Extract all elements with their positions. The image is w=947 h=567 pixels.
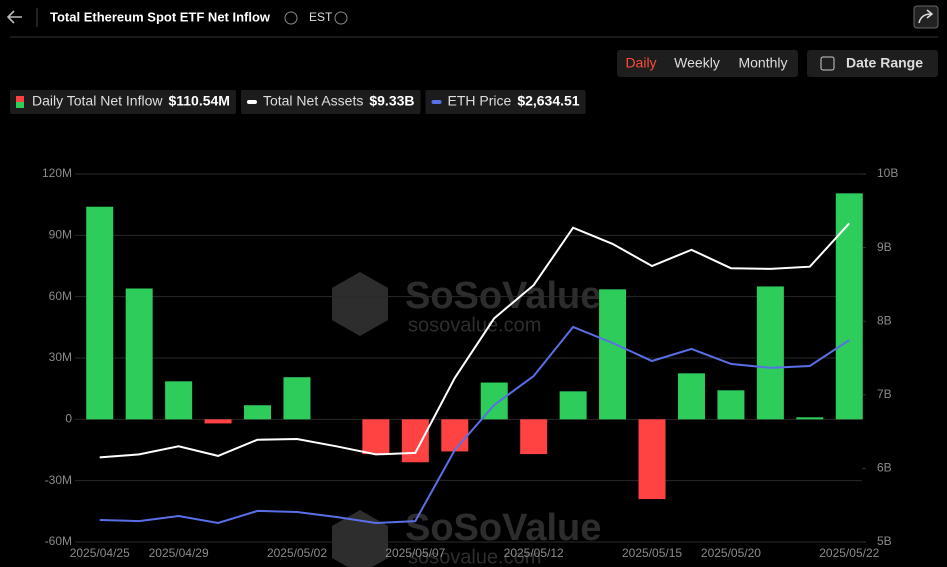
legend-swatch bbox=[16, 96, 24, 102]
x-tick-label: 2025/05/12 bbox=[504, 546, 564, 560]
y-tick-label: -60M bbox=[45, 534, 72, 548]
legend-name: Total Net Assets bbox=[263, 93, 363, 109]
y-tick-label: 30M bbox=[49, 350, 72, 364]
page-title: Total Ethereum Spot ETF Net Inflow bbox=[50, 9, 271, 24]
legend-chip bbox=[425, 90, 586, 114]
bar bbox=[283, 377, 311, 420]
bar bbox=[677, 373, 705, 420]
bar bbox=[204, 419, 232, 424]
date-range-label: Date Range bbox=[846, 55, 923, 71]
y-tick-label: 0 bbox=[65, 412, 72, 426]
legend-value: $110.54M bbox=[168, 93, 230, 109]
bar bbox=[717, 390, 745, 420]
x-tick-label: 2025/05/07 bbox=[385, 546, 445, 560]
bar bbox=[125, 288, 153, 420]
x-tick-label: 2025/05/02 bbox=[267, 546, 327, 560]
watermark-brand: SoSoValue bbox=[405, 507, 601, 549]
bar bbox=[480, 382, 508, 420]
tab-daily[interactable]: Daily bbox=[625, 55, 656, 71]
bar bbox=[441, 419, 469, 452]
legend-item: Daily Total Net Inflow $110.54M bbox=[10, 90, 236, 114]
y-tick-label: -30M bbox=[45, 473, 72, 487]
line bbox=[99, 325, 850, 525]
line bbox=[99, 222, 851, 459]
bar bbox=[244, 405, 272, 420]
watermark-url: sosovalue.com bbox=[408, 314, 541, 336]
tab-group bbox=[617, 50, 798, 77]
x-tick-label: 2025/04/29 bbox=[149, 546, 209, 560]
y2-tick-label: 9B bbox=[877, 240, 892, 254]
bar bbox=[835, 193, 863, 420]
bar bbox=[559, 391, 587, 420]
legend-name: ETH Price bbox=[448, 93, 512, 109]
legend-swatch bbox=[246, 100, 257, 104]
bar bbox=[165, 381, 193, 420]
tab-monthly[interactable]: Monthly bbox=[738, 55, 787, 71]
legend-item: Total Net Assets $9.33B bbox=[240, 90, 421, 114]
bar bbox=[401, 419, 429, 463]
bar bbox=[520, 419, 548, 455]
back-button[interactable] bbox=[6, 10, 22, 24]
legend-value: $9.33B bbox=[369, 93, 414, 109]
bar bbox=[362, 419, 390, 455]
y-tick-label: 60M bbox=[49, 289, 72, 303]
legend-item: ETH Price $2,634.51 bbox=[425, 90, 586, 114]
x-tick-label: 2025/05/22 bbox=[819, 546, 879, 560]
x-tick-label: 2025/04/25 bbox=[70, 546, 130, 560]
x-tick-label: 2025/05/15 bbox=[622, 546, 682, 560]
legend-chip bbox=[10, 90, 236, 114]
y2-tick-label: 10B bbox=[877, 166, 898, 180]
y-tick-label: 120M bbox=[42, 166, 72, 180]
legend-name: Daily Total Net Inflow bbox=[32, 93, 163, 109]
y2-tick-label: 8B bbox=[877, 313, 892, 327]
y2-tick-label: 6B bbox=[877, 461, 892, 475]
bar bbox=[796, 417, 824, 420]
watermark-url: sosovalue.com bbox=[408, 546, 541, 567]
axes: 120M90M60M30M0-30M-60M10B9B8B7B6B5B2025/… bbox=[42, 166, 898, 560]
legend-value: $2,634.51 bbox=[517, 93, 579, 109]
y2-tick-label: 7B bbox=[877, 387, 892, 401]
bar bbox=[599, 289, 627, 420]
bar bbox=[756, 286, 784, 420]
legend-chip bbox=[240, 90, 421, 114]
y-tick-label: 90M bbox=[49, 228, 72, 242]
share-icon bbox=[918, 9, 934, 24]
info-icon[interactable] bbox=[284, 11, 298, 25]
share-button[interactable] bbox=[913, 5, 939, 29]
timezone: EST bbox=[309, 10, 333, 24]
legend-swatch bbox=[431, 100, 442, 104]
bar bbox=[638, 419, 666, 500]
date-range-button[interactable] bbox=[807, 50, 938, 77]
watermark-logo bbox=[332, 510, 388, 567]
bar bbox=[86, 206, 114, 420]
legend-swatch bbox=[16, 102, 24, 108]
tab-weekly[interactable]: Weekly bbox=[674, 55, 720, 71]
y2-tick-label: 5B bbox=[877, 534, 892, 548]
calendar-icon bbox=[820, 56, 835, 71]
watermark-logo bbox=[332, 272, 388, 336]
x-tick-label: 2025/05/20 bbox=[701, 546, 761, 560]
info-icon[interactable] bbox=[334, 11, 348, 25]
